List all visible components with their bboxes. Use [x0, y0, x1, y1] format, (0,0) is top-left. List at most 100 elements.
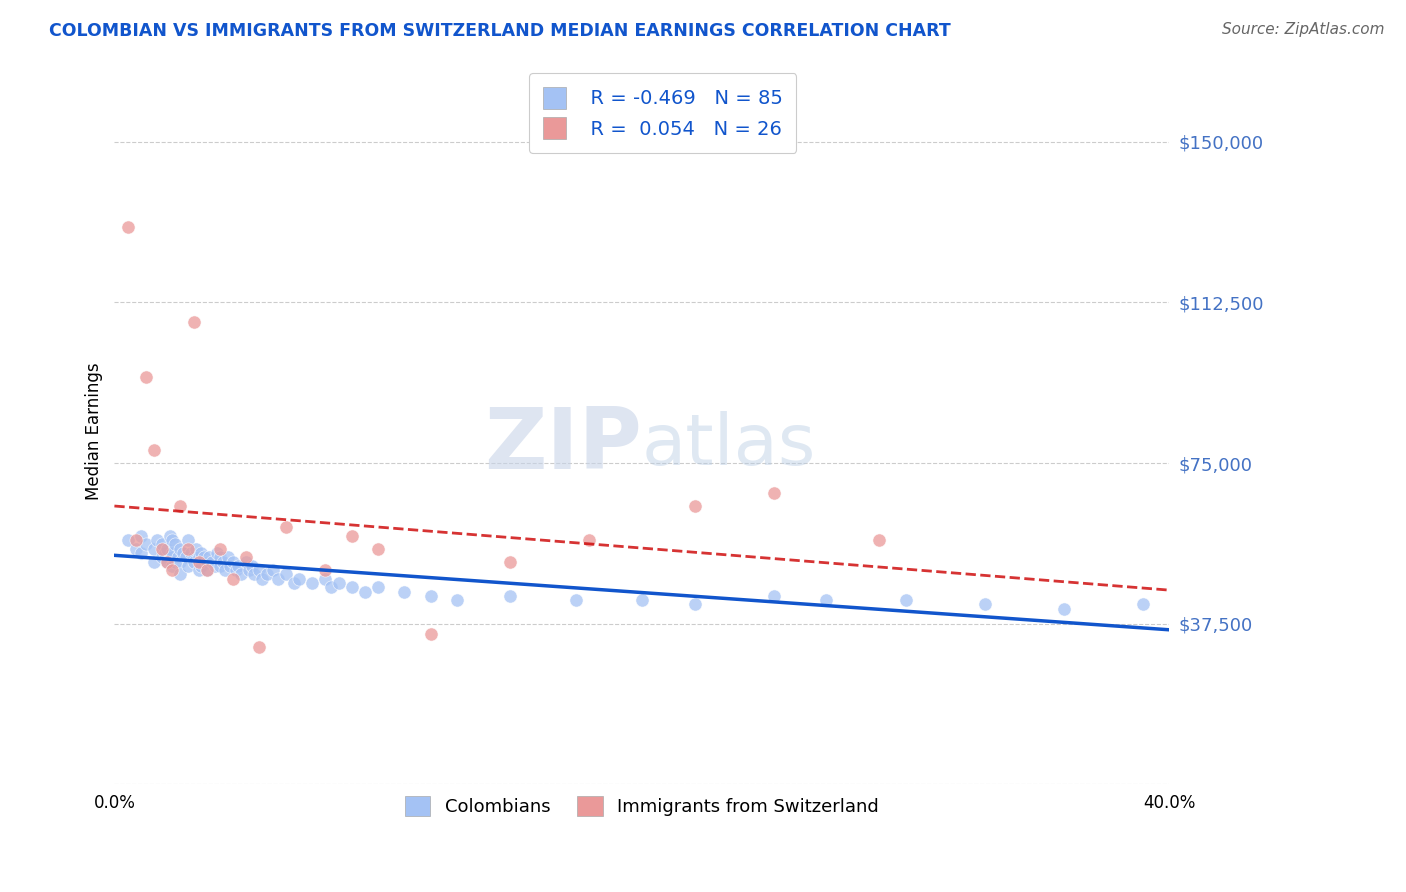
Point: [198, 550, 221, 565]
Point: [225, 563, 247, 577]
Point: [1132, 598, 1154, 612]
Point: [894, 593, 917, 607]
Point: [124, 541, 146, 556]
Point: [340, 580, 363, 594]
Point: [135, 537, 157, 551]
Point: [499, 589, 522, 603]
Point: [243, 567, 266, 582]
Point: [156, 541, 179, 556]
Point: [129, 546, 152, 560]
Text: ZIP: ZIP: [484, 403, 641, 486]
Point: [208, 550, 231, 565]
Point: [683, 598, 706, 612]
Point: [815, 593, 838, 607]
Point: [174, 550, 197, 565]
Point: [762, 589, 785, 603]
Point: [150, 550, 173, 565]
Point: [262, 563, 284, 577]
Point: [314, 572, 336, 586]
Point: [419, 627, 441, 641]
Point: [183, 555, 205, 569]
Point: [565, 593, 588, 607]
Legend: Colombians, Immigrants from Switzerland: Colombians, Immigrants from Switzerland: [396, 787, 887, 825]
Point: [165, 555, 187, 569]
Point: [190, 558, 212, 573]
Point: [153, 546, 176, 560]
Point: [193, 550, 215, 565]
Point: [162, 558, 184, 573]
Point: [367, 541, 389, 556]
Point: [256, 567, 278, 582]
Point: [319, 580, 342, 594]
Point: [187, 550, 209, 565]
Point: [238, 563, 260, 577]
Point: [162, 550, 184, 565]
Point: [288, 572, 311, 586]
Point: [183, 550, 205, 565]
Point: [177, 541, 200, 556]
Point: [183, 315, 205, 329]
Point: [117, 533, 139, 548]
Point: [240, 558, 263, 573]
Point: [235, 550, 257, 565]
Point: [156, 555, 179, 569]
Point: [169, 555, 191, 569]
Point: [186, 541, 208, 556]
Point: [150, 537, 173, 551]
Point: [578, 533, 600, 548]
Point: [314, 563, 336, 577]
Point: [868, 533, 890, 548]
Point: [135, 370, 157, 384]
Point: [283, 576, 305, 591]
Point: [195, 563, 218, 577]
Point: [301, 576, 323, 591]
Point: [162, 546, 184, 560]
Point: [1053, 601, 1076, 615]
Point: [340, 529, 363, 543]
Point: [143, 541, 166, 556]
Point: [762, 486, 785, 500]
Point: [250, 572, 273, 586]
Point: [499, 555, 522, 569]
Y-axis label: Median Earnings: Median Earnings: [86, 362, 103, 500]
Point: [150, 541, 173, 556]
Point: [169, 541, 191, 556]
Point: [172, 546, 194, 560]
Point: [187, 555, 209, 569]
Point: [267, 572, 290, 586]
Point: [222, 572, 245, 586]
Point: [208, 541, 231, 556]
Point: [187, 563, 209, 577]
Point: [354, 584, 377, 599]
Point: [229, 567, 252, 582]
Point: [117, 220, 139, 235]
Point: [419, 589, 441, 603]
Point: [207, 546, 229, 560]
Point: [180, 546, 202, 560]
Point: [166, 550, 188, 565]
Point: [156, 555, 179, 569]
Point: [190, 546, 212, 560]
Point: [162, 563, 184, 577]
Point: [274, 520, 297, 534]
Point: [219, 558, 242, 573]
Point: [249, 563, 271, 577]
Point: [367, 580, 389, 594]
Point: [235, 555, 257, 569]
Point: [274, 567, 297, 582]
Point: [217, 550, 239, 565]
Point: [143, 555, 166, 569]
Point: [228, 558, 250, 573]
Point: [162, 533, 184, 548]
Point: [683, 499, 706, 513]
Point: [208, 558, 231, 573]
Point: [177, 558, 200, 573]
Point: [129, 529, 152, 543]
Point: [630, 593, 652, 607]
Point: [195, 563, 218, 577]
Point: [169, 567, 191, 582]
Point: [204, 558, 226, 573]
Point: [328, 576, 350, 591]
Point: [124, 533, 146, 548]
Point: [159, 529, 181, 543]
